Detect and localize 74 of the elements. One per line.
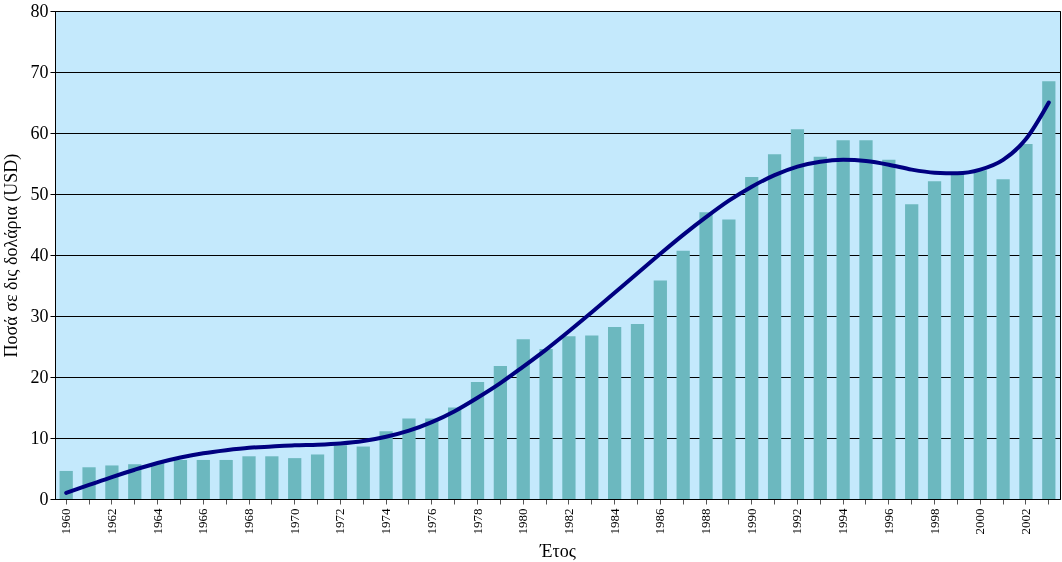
- bar: [676, 250, 690, 499]
- bar: [996, 179, 1010, 499]
- x-tick-label: 1976: [423, 508, 439, 535]
- bar: [813, 156, 827, 499]
- x-tick-label: 1982: [560, 508, 576, 535]
- x-tick-label: 1968: [241, 508, 257, 535]
- bar: [859, 140, 873, 499]
- x-tick-label: 1994: [835, 508, 851, 535]
- x-tick-label: 1988: [698, 508, 714, 535]
- x-tick-label: 1964: [149, 508, 165, 535]
- x-tick-label: 1966: [195, 508, 211, 535]
- bar: [402, 418, 416, 499]
- x-tick-label: 1992: [789, 508, 805, 535]
- bar: [653, 280, 667, 499]
- bar: [150, 463, 165, 499]
- y-tick-label: 0: [39, 488, 49, 509]
- bar: [722, 219, 736, 499]
- bar: [927, 181, 942, 499]
- x-tick-label: 1990: [743, 508, 759, 535]
- bar: [516, 339, 530, 499]
- x-tick-label: 1984: [606, 508, 622, 535]
- bar: [905, 204, 919, 499]
- bar: [539, 348, 553, 499]
- x-tick-label: 1986: [652, 508, 668, 535]
- bar: [767, 154, 782, 499]
- y-axis-title: Ποσά σε δις δολάρια (USD): [0, 153, 22, 358]
- bar: [790, 129, 805, 499]
- y-tick-label: 80: [30, 0, 49, 21]
- bar: [470, 381, 485, 499]
- bar: [425, 418, 439, 499]
- bar: [493, 366, 507, 499]
- x-tick-label: 1960: [58, 508, 74, 535]
- x-tick-label: 2002: [1017, 508, 1033, 535]
- bar: [196, 459, 210, 499]
- y-tick-label: 60: [30, 122, 49, 143]
- x-tick-label: 1970: [286, 508, 302, 535]
- x-axis-title: Έτος: [539, 540, 576, 561]
- bar: [882, 159, 896, 499]
- bar: [950, 173, 965, 499]
- bar: [585, 335, 599, 499]
- bar: [379, 431, 393, 499]
- bar: [699, 212, 713, 499]
- y-tick-label: 10: [30, 427, 49, 448]
- bar: [242, 456, 256, 499]
- bar: [288, 458, 302, 499]
- bar: [356, 446, 370, 499]
- x-tick-label: 1972: [332, 508, 348, 535]
- x-tick-label: 1980: [515, 508, 531, 535]
- bar: [1019, 143, 1033, 499]
- bar: [333, 445, 348, 499]
- y-tick-label: 30: [30, 305, 49, 326]
- x-tick-label: 1974: [378, 508, 394, 535]
- x-tick-label: 1978: [469, 508, 485, 535]
- bar: [310, 454, 325, 499]
- bar: [448, 407, 462, 499]
- bar: [1042, 81, 1056, 499]
- y-tick-label: 20: [30, 366, 49, 387]
- x-tick-label: 1962: [103, 508, 119, 535]
- bar: [562, 336, 576, 499]
- bar: [173, 459, 188, 499]
- x-tick-label: 1996: [880, 508, 896, 535]
- x-tick-label: 2000: [972, 508, 988, 535]
- bar: [219, 459, 233, 499]
- bar: [630, 323, 645, 499]
- bar: [608, 326, 622, 499]
- y-tick-label: 70: [30, 61, 49, 82]
- bar: [745, 176, 759, 499]
- bar: [836, 140, 850, 499]
- bar: [973, 170, 987, 499]
- x-tick-label: 1998: [926, 508, 942, 535]
- y-tick-label: 50: [30, 183, 49, 204]
- bar: [265, 456, 279, 499]
- y-tick-label: 40: [30, 244, 49, 265]
- line-series: [64, 100, 1051, 495]
